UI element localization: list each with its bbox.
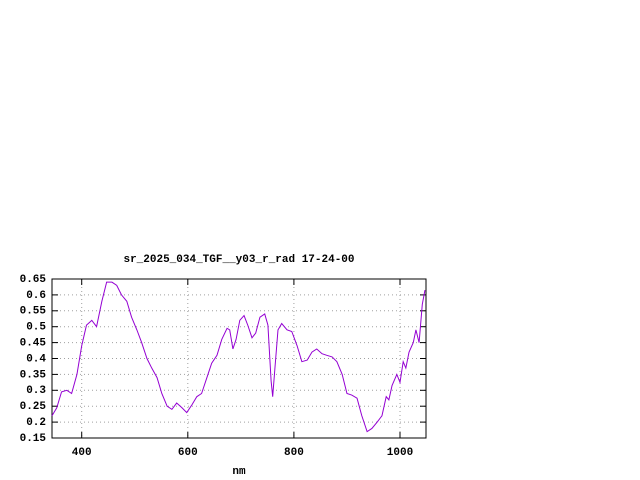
chart-title: sr_2025_034_TGF__y03_r_rad 17-24-00 (123, 254, 354, 266)
y-tick-label: 0.45 (20, 338, 47, 350)
y-tick-label: 0.25 (20, 401, 47, 413)
x-tick-label: 1000 (387, 447, 413, 459)
y-tick-label: 0.35 (20, 369, 47, 381)
y-tick-label: 0.4 (26, 353, 46, 365)
y-tick-label: 0.65 (20, 274, 47, 286)
y-tick-label: 0.2 (26, 417, 46, 429)
plot-frame (51, 278, 427, 439)
y-tick-label: 0.6 (26, 290, 46, 302)
y-tick-label: 0.55 (20, 306, 47, 318)
x-tick-label: 400 (72, 447, 92, 459)
x-tick-label: 600 (178, 447, 198, 459)
data-line (51, 281, 426, 433)
y-tick-label: 0.5 (26, 322, 46, 334)
x-tick-label: 800 (284, 447, 304, 459)
y-tick-label: 0.15 (20, 433, 47, 445)
x-axis-label: nm (232, 466, 246, 478)
y-tick-label: 0.3 (26, 385, 46, 397)
